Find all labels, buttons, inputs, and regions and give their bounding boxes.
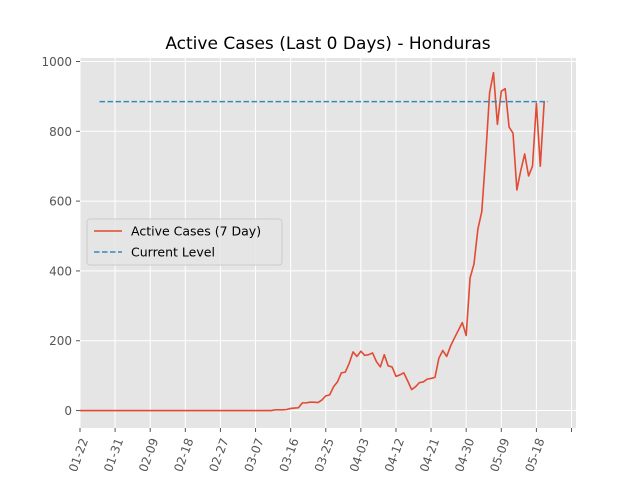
x-tick-label: 04-12 (382, 436, 407, 474)
chart-title: Active Cases (Last 0 Days) - Honduras (165, 34, 490, 54)
legend-label-active-cases: Active Cases (7 Day) (131, 224, 261, 239)
series-active-cases-line (80, 71, 545, 412)
y-tick-label: 400 (49, 264, 72, 278)
series-layer (80, 71, 549, 412)
y-tick-label: 800 (49, 125, 72, 139)
x-tick-label: 04-30 (452, 436, 477, 474)
x-tick-label: 01-22 (66, 436, 91, 474)
y-tick-label: 0 (64, 404, 72, 418)
y-tick-label: 1000 (41, 55, 72, 69)
x-tick-label: 04-21 (417, 436, 442, 474)
y-tick-label: 200 (49, 334, 72, 348)
x-tick-label: 05-18 (522, 436, 547, 474)
legend-label-current-level: Current Level (131, 245, 215, 260)
x-tick-label: 04-03 (347, 436, 372, 474)
x-tick-label: 03-16 (277, 436, 302, 474)
x-tick-label: 01-31 (101, 436, 126, 474)
legend-box (86, 218, 283, 266)
legend: Active Cases (7 Day) Current Level (86, 218, 283, 266)
y-tick-label: 600 (49, 195, 72, 209)
x-tick-label: 02-09 (136, 436, 161, 474)
x-tick-label: 02-18 (171, 436, 196, 474)
x-tick-label: 03-25 (312, 436, 337, 474)
x-tick-label: 02-27 (206, 436, 231, 474)
x-tick-label: 03-07 (242, 436, 267, 474)
x-tick-label: 05-09 (487, 436, 512, 474)
